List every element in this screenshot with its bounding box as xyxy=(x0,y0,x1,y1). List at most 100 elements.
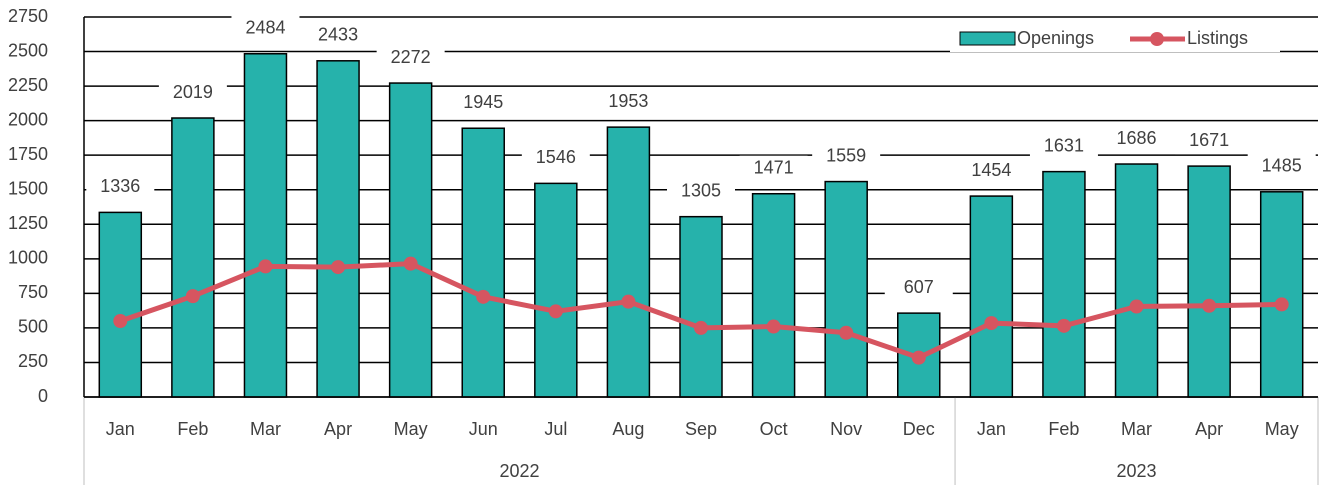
bar xyxy=(1042,170,1086,398)
legend-label: Listings xyxy=(1187,28,1248,48)
line-point xyxy=(839,325,854,340)
data-label-background xyxy=(957,158,1026,185)
x-tick-label: Jan xyxy=(106,419,135,439)
legend-swatch-point xyxy=(1150,32,1164,46)
data-label: 2019 xyxy=(173,82,213,102)
line-point xyxy=(113,314,128,328)
y-tick-label: 2250 xyxy=(8,75,48,95)
y-tick-label: 1500 xyxy=(8,178,48,198)
y-tick-label: 1250 xyxy=(8,213,48,233)
line-point xyxy=(621,294,636,309)
data-label-background xyxy=(158,80,227,107)
line-point xyxy=(694,320,708,335)
data-label: 1336 xyxy=(100,176,140,196)
data-label-background xyxy=(1102,126,1171,153)
data-label-background xyxy=(521,145,590,172)
x-tick-label: Dec xyxy=(903,419,935,439)
x-tick-label: Mar xyxy=(250,419,281,439)
data-label: 1631 xyxy=(1044,135,1084,155)
data-label-background xyxy=(1247,153,1316,180)
y-tick-label: 1750 xyxy=(8,144,48,164)
line-point xyxy=(403,256,418,271)
y-tick-label: 2500 xyxy=(8,40,48,60)
line-point xyxy=(258,259,273,274)
x-tick-label: Jul xyxy=(544,419,567,439)
data-label: 607 xyxy=(904,277,934,297)
data-label: 1305 xyxy=(681,180,721,200)
group-label: 2023 xyxy=(1117,461,1157,481)
bar xyxy=(1259,191,1304,398)
data-label-background xyxy=(739,155,808,182)
data-label-background xyxy=(449,90,518,117)
bar xyxy=(98,211,143,398)
data-label-background xyxy=(667,178,735,205)
data-label: 1454 xyxy=(971,160,1011,180)
line-point xyxy=(766,319,781,334)
data-label-background xyxy=(86,174,155,201)
line-point xyxy=(1056,318,1071,333)
x-tick-label: Aug xyxy=(612,419,644,439)
data-label: 1485 xyxy=(1262,156,1302,176)
x-tick-label: Oct xyxy=(760,419,788,439)
data-label: 1559 xyxy=(826,145,866,165)
x-tick-label: Jun xyxy=(469,419,498,439)
bar xyxy=(606,126,651,398)
x-tick-label: Nov xyxy=(830,419,862,439)
data-label-background xyxy=(1175,128,1244,155)
line-point xyxy=(476,289,491,304)
bar xyxy=(969,195,1014,398)
group-label: 2022 xyxy=(500,461,540,481)
data-label-background xyxy=(594,89,663,116)
y-tick-label: 1000 xyxy=(8,248,48,268)
x-tick-label: Mar xyxy=(1121,419,1152,439)
data-label: 2433 xyxy=(318,25,358,45)
x-tick-label: Jan xyxy=(977,419,1006,439)
x-tick-label: Feb xyxy=(1048,419,1079,439)
bar xyxy=(679,215,723,398)
line-point xyxy=(1202,298,1217,313)
x-tick-label: May xyxy=(1265,419,1299,439)
bar xyxy=(751,192,796,398)
data-label: 1686 xyxy=(1117,128,1157,148)
data-label-background xyxy=(1029,133,1098,160)
bar xyxy=(461,127,505,398)
data-label: 2272 xyxy=(391,47,431,67)
line-point xyxy=(548,304,563,319)
data-label: 1945 xyxy=(463,92,503,112)
line-point xyxy=(984,316,999,331)
bar xyxy=(316,60,360,398)
line-point xyxy=(1129,299,1144,314)
legend-swatch xyxy=(959,31,1016,46)
data-label-background xyxy=(812,143,881,170)
x-tick-label: May xyxy=(394,419,428,439)
data-label-background xyxy=(376,45,445,72)
x-tick-label: Sep xyxy=(685,419,717,439)
data-label: 1546 xyxy=(536,147,576,167)
data-label: 2484 xyxy=(245,18,285,38)
y-tick-label: 250 xyxy=(18,351,48,371)
y-tick-label: 750 xyxy=(18,282,48,302)
bar xyxy=(824,180,868,398)
y-tick-label: 0 xyxy=(38,386,48,406)
data-label-background xyxy=(231,15,300,42)
bar xyxy=(534,182,578,398)
bar xyxy=(171,117,215,398)
bar xyxy=(1187,165,1231,398)
data-label-background xyxy=(884,275,953,302)
line-point xyxy=(185,289,200,304)
bar xyxy=(388,82,433,398)
line-point xyxy=(911,350,926,365)
data-label-background xyxy=(304,22,373,49)
data-label: 1671 xyxy=(1189,130,1229,150)
y-tick-label: 500 xyxy=(18,317,48,337)
data-label: 1953 xyxy=(608,91,648,111)
legend-label: Openings xyxy=(1017,28,1094,48)
x-tick-label: Apr xyxy=(1195,419,1223,439)
y-tick-label: 2000 xyxy=(8,109,48,129)
x-tick-label: Feb xyxy=(177,419,208,439)
bar xyxy=(1114,163,1159,398)
data-label: 1471 xyxy=(754,157,794,177)
line-point xyxy=(1274,297,1289,312)
x-tick-label: Apr xyxy=(324,419,352,439)
